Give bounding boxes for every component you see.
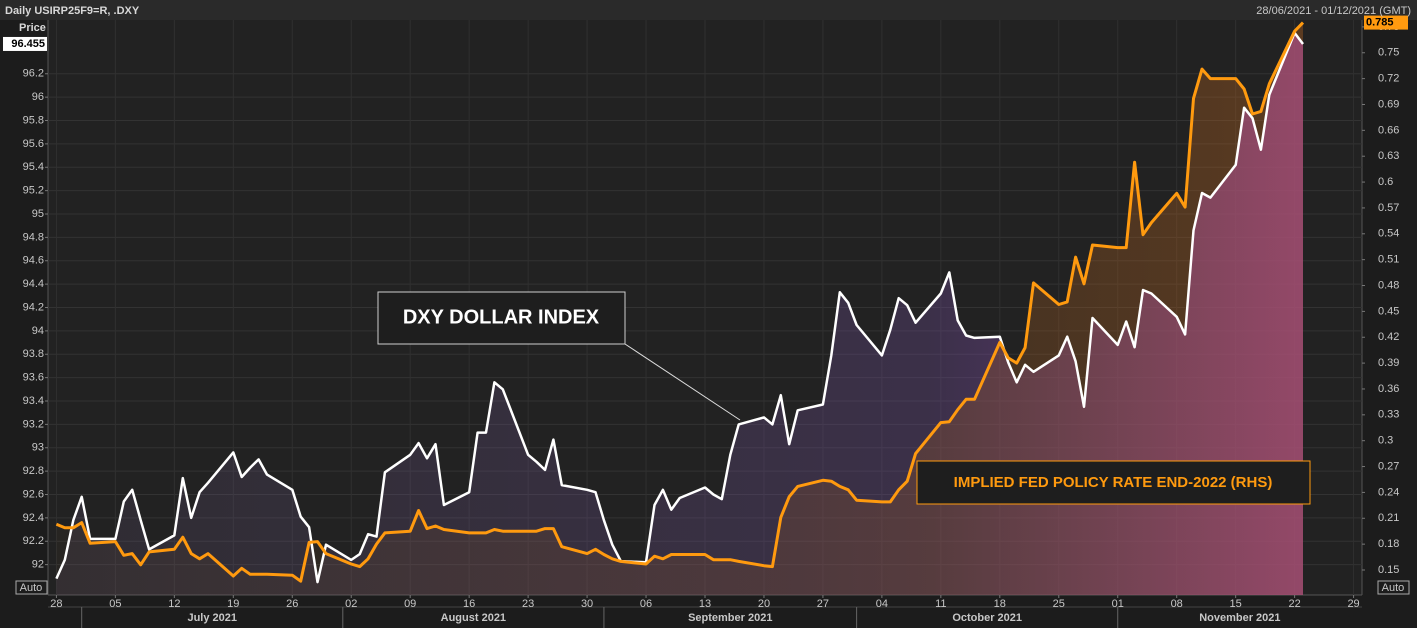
x-tick-label: 26 [286,598,298,610]
labels: 92 92.2 92.4 92.6 92.8 93 93.2 93.4 93.6 93.8 94 94… [3,15,1408,624]
y2-tick-label: 0.51 [1378,254,1399,266]
y-tick-label: 95 [32,208,44,220]
x-axis-band [0,595,1417,628]
auto-box[interactable] [1377,580,1410,595]
month-label: July 2021 [187,612,237,624]
annotation-box [916,460,1311,505]
y-tick-label: 94.8 [23,231,44,243]
x-tick-label: 02 [345,598,357,610]
x-tick-label: 05 [109,598,121,610]
x-tick-label: 16 [463,598,475,610]
y-tick-label: 96.2 [23,68,44,80]
y2-tick-label: 0.48 [1378,279,1399,291]
line [55,31,1304,584]
x-tick-label: 30 [581,598,593,610]
scale-mode[interactable]: Auto [1382,582,1405,594]
y-tick-label: 93 [32,442,44,454]
y-tick-label: 93.6 [23,372,44,384]
y2-tick-label: 0.57 [1378,202,1399,214]
y2-tick-label: 0.21 [1378,512,1399,524]
y-tick-label: 95.8 [23,114,44,126]
y-tick-label: 94.6 [23,255,44,267]
y2-tick-label: 0.15 [1378,564,1399,576]
last-value-box [3,36,47,51]
y-tick-label: 93.4 [23,395,44,407]
y-tick-label: 92.2 [23,535,44,547]
y2-tick-label: 0.6 [1378,176,1393,188]
auto-box[interactable] [15,580,48,595]
y-tick-label: 92.6 [23,488,44,500]
area [56,22,1303,596]
lines [55,21,1305,584]
y-tick-label: 95.4 [23,161,44,173]
x-tick-label: 04 [876,598,888,610]
y2-tick-label: 0.66 [1378,124,1399,136]
y2-tick-label: 0.72 [1378,73,1399,85]
x-tick-label: 11 [935,598,946,610]
x-tick-label: 18 [994,598,1006,610]
y-axis-label: Price [19,22,46,34]
y2-tick-label: 0.42 [1378,331,1399,343]
y2-tick-label: 0.63 [1378,150,1399,162]
x-tick-label: 06 [640,598,652,610]
month-label: November 2021 [1199,612,1280,624]
y-tick-label: 94.4 [23,278,44,290]
y-tick-label: 93.8 [23,348,44,360]
chart-title: Daily USIRP25F9=R, .DXY [5,5,140,17]
line [55,21,1305,583]
x-tick-label: 25 [1053,598,1065,610]
y-tick-label: 92 [32,559,44,571]
month-label: August 2021 [441,612,506,624]
leader-line [624,343,741,421]
last-value-box [1364,15,1408,30]
y-tick-label: 92.4 [23,512,44,524]
y2-tick-label: 0.69 [1378,98,1399,110]
y2-tick-label: 0.33 [1378,409,1399,421]
annotation: IMPLIED FED POLICY RATE END-2022 (RHS) [954,474,1273,491]
x-tick-label: 13 [699,598,711,610]
y2-tick-label: 0.75 [1378,47,1399,59]
y2-tick-label: 0.27 [1378,460,1399,472]
x-tick-label: 09 [404,598,416,610]
y-tick-label: 95.6 [23,138,44,150]
y2-tick-label: 0.39 [1378,357,1399,369]
y2-tick-label: 0.24 [1378,486,1399,498]
y-tick-label: 93.2 [23,418,44,430]
month-label: October 2021 [952,612,1022,624]
y2-tick-label: 0.54 [1378,228,1399,240]
x-tick-label: 28 [50,598,62,610]
header-bar [0,0,1417,20]
x-tick-label: 23 [522,598,534,610]
y2-tick-label: 0.18 [1378,538,1399,550]
x-tick-label: 12 [168,598,180,610]
scale-mode[interactable]: Auto [20,582,43,594]
y-tick-label: 95.2 [23,185,44,197]
areas [56,22,1303,596]
y-tick-label: 96 [32,91,44,103]
x-tick-label: 27 [817,598,829,610]
x-tick-label: 20 [758,598,770,610]
annotation-box [377,291,626,345]
last-value: 0.785 [1366,16,1394,28]
y2-tick-label: 0.3 [1378,435,1393,447]
x-tick-label: 01 [1112,598,1124,610]
annotation: DXY DOLLAR INDEX [403,306,600,328]
x-tick-label: 22 [1288,598,1300,610]
y-tick-label: 94 [32,325,44,337]
y-tick-label: 92.8 [23,465,44,477]
x-tick-label: 08 [1171,598,1183,610]
month-label: September 2021 [688,612,772,624]
chart-subtitle: 28/06/2021 - 01/12/2021 (GMT) [1256,5,1411,17]
x-tick-label: 29 [1347,598,1359,610]
y2-tick-label: 0.36 [1378,383,1399,395]
x-tick-label: 15 [1230,598,1242,610]
x-tick-label: 19 [227,598,239,610]
last-value: 96.455 [11,38,45,50]
y2-tick-label: 0.45 [1378,305,1399,317]
y-tick-label: 94.2 [23,301,44,313]
